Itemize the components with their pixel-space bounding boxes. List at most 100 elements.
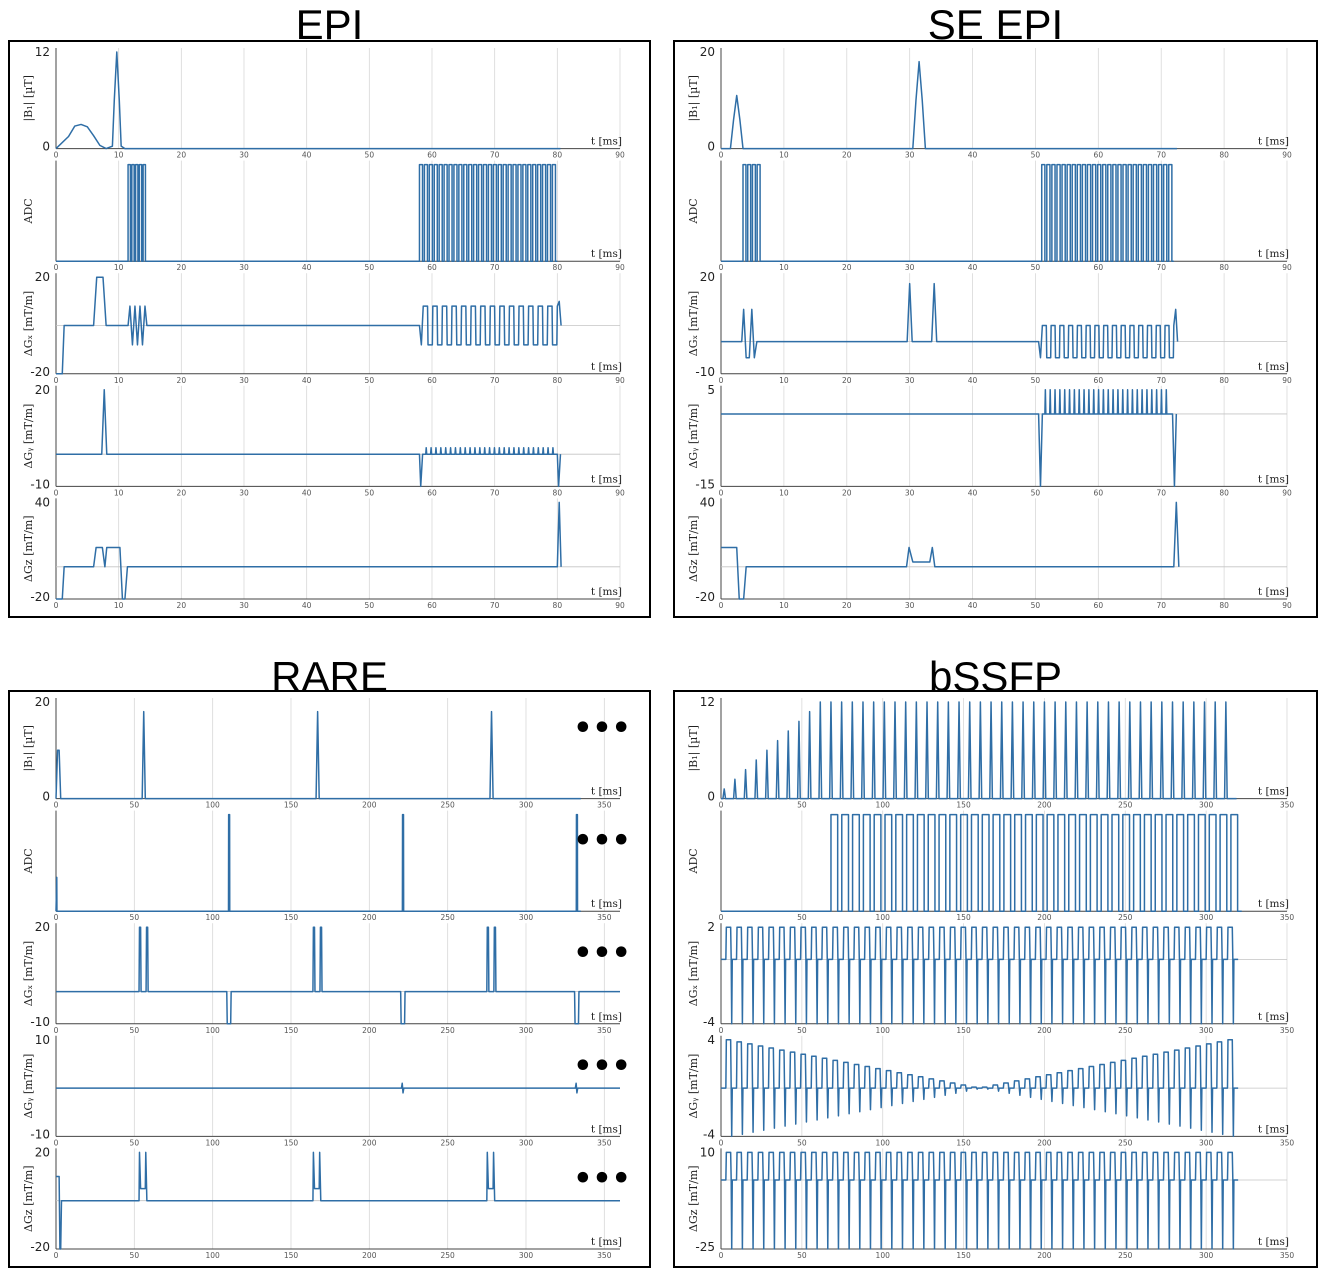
- waveform-0: [55, 710, 581, 800]
- x-tick-label: 0: [719, 376, 724, 385]
- t-axis-label: t [ms]: [1258, 473, 1289, 485]
- y-axis-label: ΔGₓ [mT/m]: [687, 291, 700, 356]
- x-tick-label: 40: [968, 488, 978, 497]
- x-tick-label: 30: [905, 263, 915, 272]
- trace-panel-0: 0 50 100 150 200 250 300 350 |B₁| [µT] 12 0 t [ms]: [687, 695, 1294, 810]
- x-tick-label: 40: [968, 263, 978, 272]
- waveform-1: [55, 813, 581, 912]
- x-tick-label: 50: [365, 376, 375, 385]
- plot-se-epi: 0 10 20 30 40 50 60 70 80 90|B₁| [µT]200 t [ms]0 10…: [687, 45, 1292, 610]
- x-tick-label: 150: [956, 1026, 971, 1035]
- y-tick-label: 20: [35, 695, 50, 709]
- quadrant-epi: EPI 0 10 20 30 40 50 60 70 80 90 |B₁| [µT] 12 0 t [ms…: [8, 0, 651, 618]
- x-tick-label: 150: [956, 913, 971, 922]
- x-tick-label: 0: [719, 1138, 724, 1147]
- y-tick-label: 20: [700, 45, 715, 59]
- x-tick-label: 50: [365, 151, 375, 160]
- y-tick-label: -10: [695, 365, 715, 379]
- quadrant-bssfp: bSSFP 0 50 100 150 200 250 300 350 |B₁| [µT] 12 0 t…: [673, 648, 1318, 1268]
- x-tick-label: 40: [968, 601, 978, 610]
- trace-panel-2: 0 50 100 150 200 250 300 350 ΔGₓ [mT/m] 2 -4 t [ms]: [687, 920, 1294, 1035]
- x-tick-label: 150: [284, 913, 299, 922]
- x-tick-label: 90: [615, 376, 625, 385]
- x-tick-label: 90: [615, 263, 625, 272]
- y-axis-label: |B₁| [µT]: [22, 725, 36, 771]
- y-axis-label: ΔGz [mT/m]: [687, 1165, 700, 1232]
- x-tick-label: 300: [519, 801, 534, 810]
- x-tick-label: 40: [968, 151, 978, 160]
- y-tick-label: 2: [707, 920, 715, 934]
- x-tick-label: 20: [842, 151, 852, 160]
- x-tick-label: 60: [1094, 263, 1104, 272]
- x-tick-label: 350: [597, 1138, 612, 1147]
- waveform-0: [721, 701, 1237, 800]
- x-tick-label: 50: [797, 913, 807, 922]
- y-tick-label: -10: [30, 1015, 50, 1029]
- x-tick-label: 0: [719, 151, 724, 160]
- waveform-2: [721, 926, 1239, 1025]
- x-tick-label: 0: [54, 801, 59, 810]
- plot-bssfp: 0 50 100 150 200 250 300 350|B₁| [µT]120 t [ms] 0…: [687, 695, 1295, 1260]
- y-tick-label: 20: [35, 1145, 50, 1159]
- x-tick-label: 70: [490, 488, 500, 497]
- waveform-1: [721, 163, 1174, 262]
- x-tick-label: 200: [362, 913, 377, 922]
- waveform-2: [56, 926, 620, 1025]
- x-tick-label: 60: [1094, 376, 1104, 385]
- ellipsis: •••: [573, 1049, 631, 1084]
- y-axis-label: ADC: [687, 198, 700, 224]
- x-tick-label: 50: [797, 1026, 807, 1035]
- x-tick-label: 250: [441, 1251, 456, 1260]
- x-tick-label: 60: [427, 601, 437, 610]
- x-tick-label: 50: [797, 1251, 807, 1260]
- x-tick-label: 350: [597, 1251, 612, 1260]
- x-tick-label: 40: [302, 263, 312, 272]
- y-tick-label: -4: [703, 1127, 715, 1141]
- x-tick-label: 100: [206, 913, 221, 922]
- x-tick-label: 10: [779, 263, 789, 272]
- x-tick-label: 20: [842, 488, 852, 497]
- x-tick-label: 0: [719, 1026, 724, 1035]
- x-tick-label: 30: [905, 376, 915, 385]
- plot-rare: 0 50 100 150 200 250 300 350|B₁| [µT]200 t [ms]•…: [22, 695, 631, 1260]
- x-tick-label: 150: [956, 1138, 971, 1147]
- y-axis-label: ΔGz [mT/m]: [687, 515, 700, 582]
- x-tick-label: 150: [284, 1251, 299, 1260]
- y-tick-label: 20: [35, 270, 50, 284]
- x-tick-label: 50: [130, 1138, 140, 1147]
- x-tick-label: 150: [284, 801, 299, 810]
- x-tick-label: 200: [1037, 1138, 1052, 1147]
- x-tick-label: 60: [427, 263, 437, 272]
- y-axis-label: |B₁| [µT]: [22, 75, 36, 121]
- x-tick-label: 350: [1280, 913, 1295, 922]
- x-tick-label: 10: [779, 151, 789, 160]
- y-tick-label: 12: [700, 695, 715, 709]
- x-tick-label: 10: [779, 601, 789, 610]
- x-tick-label: 50: [130, 1251, 140, 1260]
- y-tick-label: -20: [695, 590, 715, 604]
- x-tick-label: 0: [719, 601, 724, 610]
- x-tick-label: 30: [239, 601, 249, 610]
- y-tick-label: 4: [707, 1033, 715, 1047]
- y-tick-label: 0: [42, 140, 50, 154]
- trace-panel-4: 0 50 100 150 200 250 300 350 ΔGz [mT/m]10 -25 t [m…: [687, 1145, 1294, 1260]
- x-tick-label: 20: [177, 376, 187, 385]
- t-axis-label: t [ms]: [1258, 136, 1289, 148]
- x-tick-label: 30: [239, 151, 249, 160]
- x-tick-label: 70: [490, 376, 500, 385]
- x-tick-label: 300: [1199, 1138, 1214, 1147]
- y-tick-label: 0: [42, 790, 50, 804]
- x-tick-label: 90: [1282, 488, 1292, 497]
- x-tick-label: 350: [1280, 1138, 1295, 1147]
- x-tick-label: 0: [54, 1026, 59, 1035]
- quadrant-rare: RARE 0 50 100 150 200 250 300 350 |B₁| [µT] 20 0 t …: [8, 648, 651, 1268]
- x-tick-label: 40: [302, 488, 312, 497]
- trace-panel-3: 0 50 100 150 200 250 300 350 ΔGᵧ [mT/m] 4 -4 t [ms]: [687, 1033, 1294, 1148]
- x-tick-label: 350: [1280, 1251, 1295, 1260]
- x-tick-label: 90: [1282, 263, 1292, 272]
- y-tick-label: 5: [707, 383, 715, 397]
- x-tick-label: 250: [1118, 1138, 1133, 1147]
- x-tick-label: 100: [876, 913, 891, 922]
